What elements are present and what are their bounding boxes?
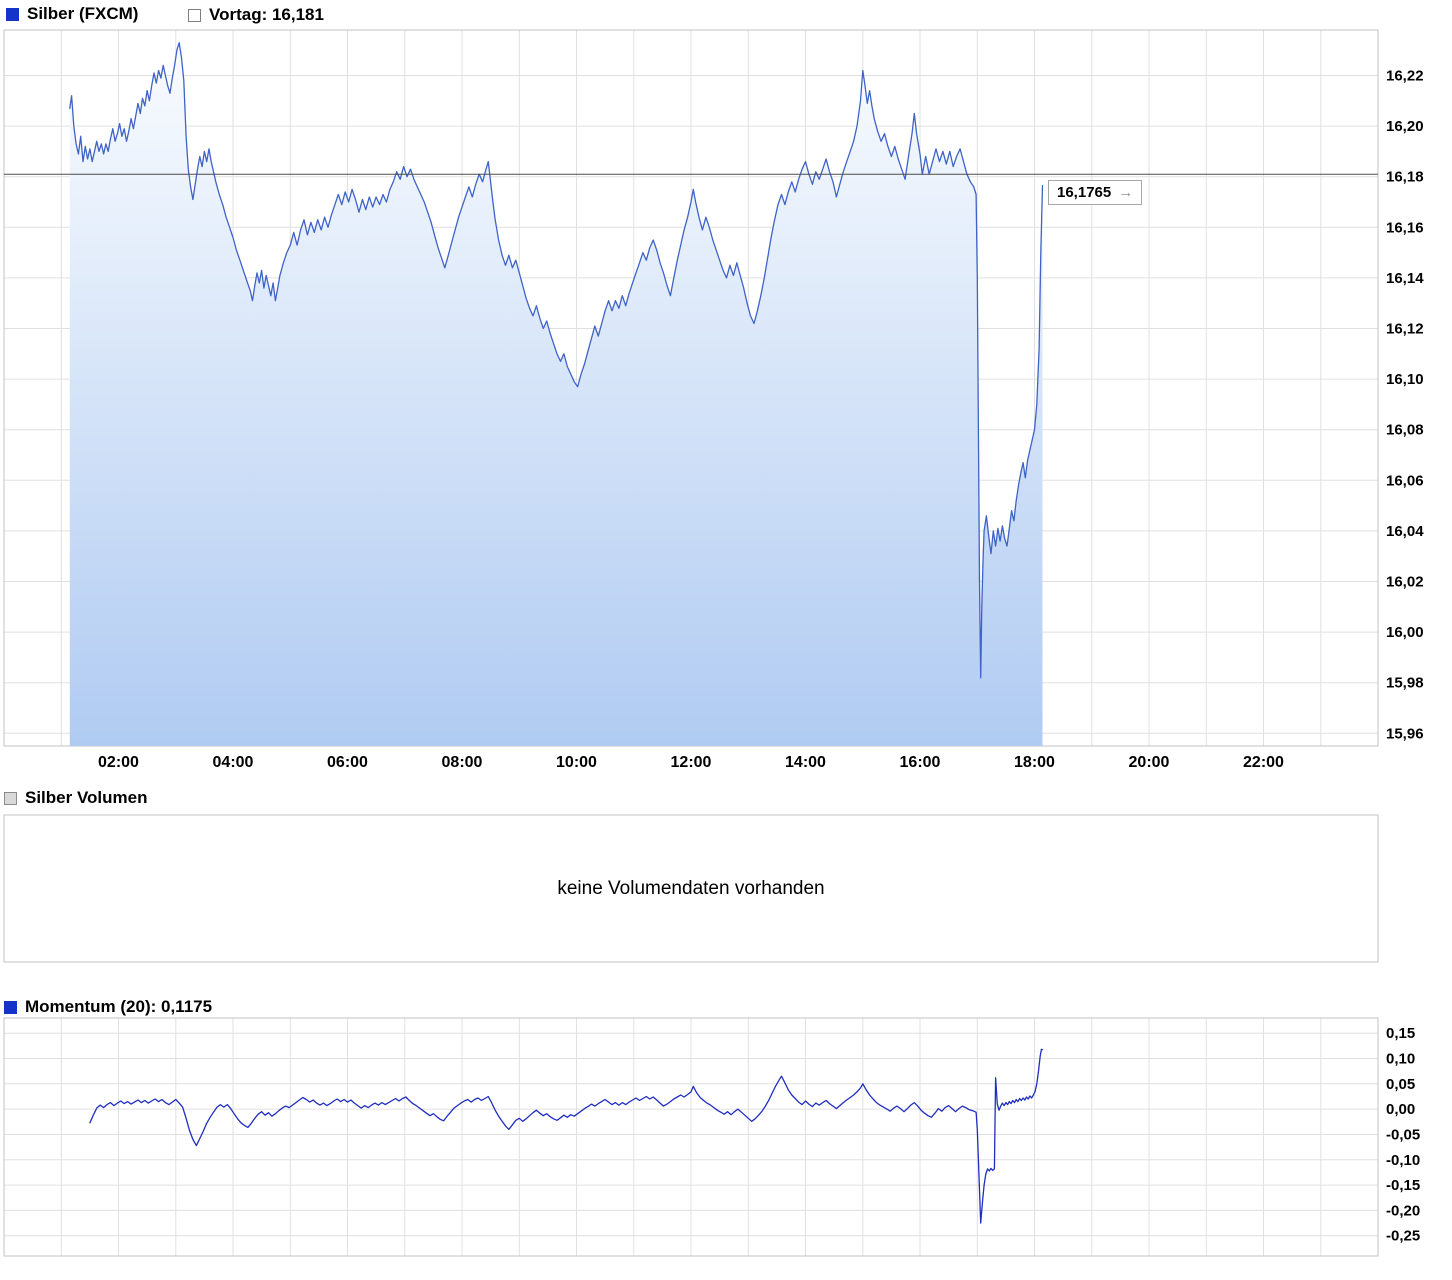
x-tick-label: 18:00 <box>1014 754 1055 771</box>
x-tick-label: 08:00 <box>442 754 483 771</box>
momentum-legend: Momentum (20): 0,1175 <box>4 997 212 1017</box>
momentum-legend-label: Momentum (20): 0,1175 <box>25 997 213 1016</box>
panel-border <box>3 1017 1379 1257</box>
y-tick-label: 16,06 <box>1386 472 1424 489</box>
volume-empty-message: keine Volumendaten vorhanden <box>557 877 825 899</box>
x-tick-label: 20:00 <box>1129 754 1170 771</box>
y-tick-label: 16,02 <box>1386 574 1424 591</box>
x-tick-label: 06:00 <box>327 754 368 771</box>
vortag-legend: Vortag: 16,181 <box>188 5 324 25</box>
y-tick-label: 0,00 <box>1386 1101 1415 1118</box>
y-tick-label: -0,10 <box>1386 1152 1420 1169</box>
y-tick-label: 15,98 <box>1386 675 1424 692</box>
price-legend: Silber (FXCM) <box>6 4 138 24</box>
y-tick-label: -0,05 <box>1386 1127 1420 1144</box>
y-tick-label: 0,10 <box>1386 1051 1415 1068</box>
x-tick-label: 04:00 <box>213 754 254 771</box>
vortag-legend-label: Vortag: 16,181 <box>209 5 324 24</box>
y-tick-label: 16,14 <box>1386 270 1424 287</box>
y-tick-label: 16,04 <box>1386 523 1424 540</box>
volume-legend: Silber Volumen <box>4 788 148 808</box>
price-line <box>69 42 1044 679</box>
y-tick-label: 16,16 <box>1386 219 1424 236</box>
panel-border <box>3 814 1379 963</box>
y-tick-label: 16,20 <box>1386 118 1424 135</box>
price-arrow-icon: → <box>1118 184 1134 201</box>
y-tick-label: -0,15 <box>1386 1177 1420 1194</box>
y-tick-label: 16,22 <box>1386 68 1424 85</box>
y-tick-label: 16,10 <box>1386 371 1424 388</box>
price-area <box>69 42 1043 746</box>
momentum-line <box>89 1048 1044 1224</box>
x-tick-label: 02:00 <box>98 754 139 771</box>
momentum-legend-square-icon <box>4 1000 17 1014</box>
x-tick-label: 14:00 <box>785 754 826 771</box>
y-tick-label: 16,18 <box>1386 169 1424 186</box>
y-tick-label: 16,12 <box>1386 321 1424 338</box>
y-tick-label: -0,25 <box>1386 1228 1420 1245</box>
x-tick-label: 22:00 <box>1243 754 1284 771</box>
y-tick-label: 16,00 <box>1386 624 1424 641</box>
y-tick-label: 0,15 <box>1386 1025 1415 1042</box>
price-legend-square-icon <box>6 7 19 21</box>
x-tick-label: 10:00 <box>556 754 597 771</box>
last-price-label: 16,1765 → <box>1048 180 1143 205</box>
y-tick-label: 0,05 <box>1386 1076 1415 1093</box>
y-tick-label: 15,96 <box>1386 725 1424 742</box>
x-tick-label: 12:00 <box>671 754 712 771</box>
x-tick-label: 16:00 <box>900 754 941 771</box>
volume-legend-square-icon <box>4 791 17 805</box>
vortag-legend-square-icon <box>188 8 201 22</box>
price-legend-label: Silber (FXCM) <box>27 4 139 23</box>
last-price-value: 16,1765 <box>1057 184 1112 201</box>
y-tick-label: -0,20 <box>1386 1202 1420 1219</box>
volume-legend-label: Silber Volumen <box>25 788 148 807</box>
y-tick-label: 16,08 <box>1386 422 1424 439</box>
